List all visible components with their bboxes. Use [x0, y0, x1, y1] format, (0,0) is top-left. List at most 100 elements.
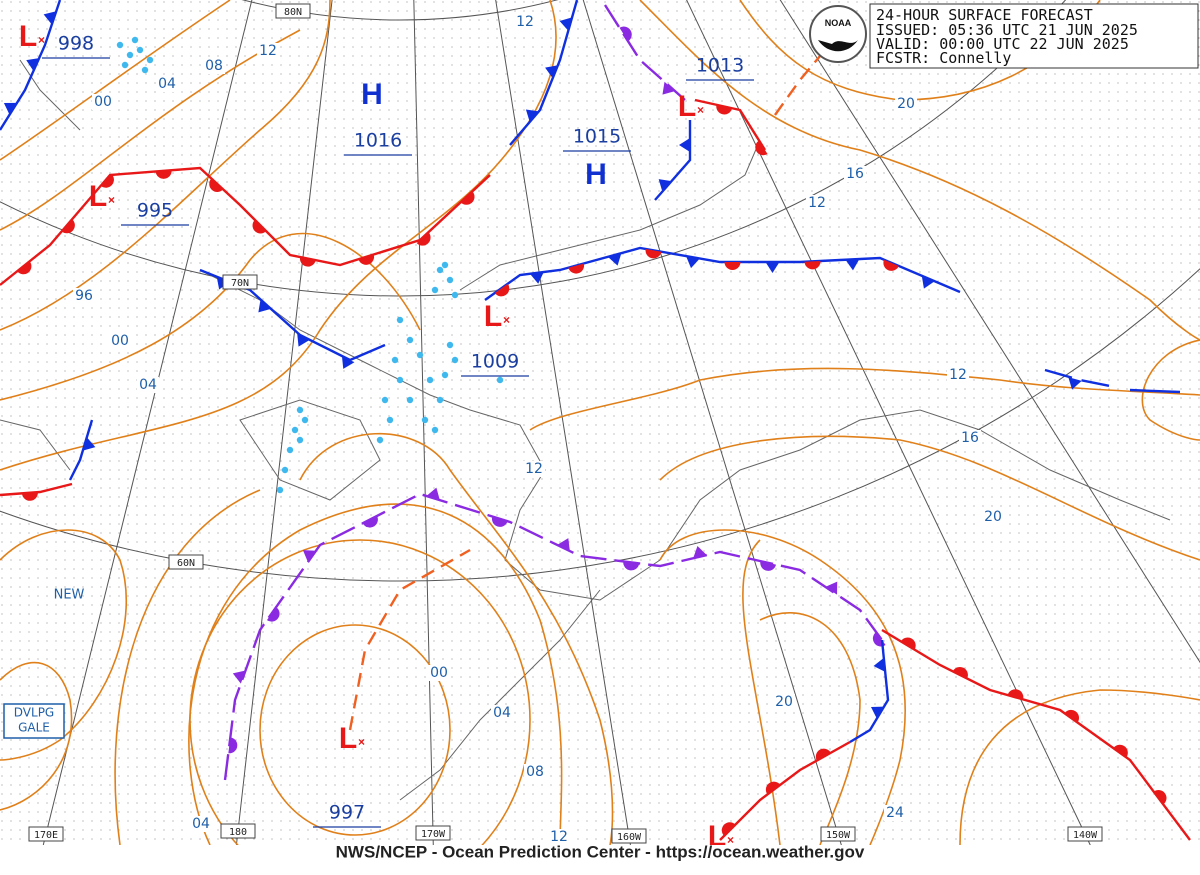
isobar-label-bg — [548, 829, 570, 845]
center-mark: × — [38, 33, 45, 47]
cold-symbol — [825, 581, 838, 595]
warm-symbol — [362, 515, 378, 528]
ice-dot — [431, 426, 439, 434]
isobar-label: 04 — [158, 76, 176, 92]
isobar-label: 12 — [525, 461, 543, 477]
front-line — [654, 120, 692, 201]
footer-band — [0, 845, 1200, 875]
warm-symbol — [815, 748, 831, 761]
ice-dot — [301, 416, 309, 424]
fronts — [0, 0, 1191, 841]
logo-bird — [818, 40, 858, 52]
logo-text: NOAA — [825, 18, 852, 28]
warm-symbol — [619, 26, 632, 42]
ice-dot — [376, 436, 384, 444]
ice-dot — [391, 356, 399, 364]
ice-dot — [496, 376, 504, 384]
isobar-label: 04 — [192, 816, 210, 832]
meridian — [495, 0, 631, 846]
warm-symbol — [760, 561, 777, 571]
ice-dot — [406, 396, 414, 404]
warm-symbol — [155, 170, 172, 179]
ice-dot — [126, 51, 134, 59]
grid-label-box — [28, 826, 64, 842]
center-pressure: 997 — [329, 802, 365, 824]
ice-dot — [431, 286, 439, 294]
cold-symbol — [529, 272, 544, 284]
isobar-label: 08 — [526, 764, 544, 780]
cold-symbol — [686, 256, 700, 269]
front-line — [1044, 368, 1111, 388]
grid-labels: 80N 70N 60N 170E 180 170W 160W 150W 140W — [28, 3, 1103, 844]
cold-symbol — [341, 355, 355, 369]
warm-symbol — [623, 561, 640, 571]
front-line — [774, 49, 826, 116]
parallel — [0, 267, 1200, 582]
center-mark: × — [503, 313, 510, 327]
cold-symbol — [525, 109, 539, 122]
isobar-label-bg — [947, 367, 969, 383]
front-line — [0, 482, 73, 497]
warm-symbol — [460, 191, 475, 205]
header-box: 24-HOUR SURFACE FORECAST ISSUED: 05:36 U… — [869, 3, 1199, 69]
warm-symbol — [900, 637, 916, 650]
cold-symbol — [545, 65, 558, 79]
isobar-label-bg — [514, 14, 536, 30]
grid-label-box — [220, 823, 256, 839]
warm-symbol — [494, 283, 510, 297]
ice-dot — [116, 41, 124, 49]
parallel — [242, 0, 558, 21]
warm-symbol — [1007, 689, 1024, 700]
isobar-label-bg — [844, 166, 866, 182]
ice-dot — [441, 371, 449, 379]
noaa-logo: NOAA — [809, 5, 867, 63]
isobar-label-bg — [92, 94, 114, 110]
center-mark: × — [358, 735, 365, 749]
ice-dot — [451, 356, 459, 364]
ice-dot — [451, 291, 459, 299]
isobar-label: 08 — [205, 58, 223, 74]
isobar-label-bg — [982, 509, 1004, 525]
meridian — [235, 0, 333, 846]
isobar-label: 20 — [897, 96, 915, 112]
ice-dot — [396, 376, 404, 384]
center-pressure: 1016 — [354, 130, 402, 152]
center-symbol: L — [708, 820, 726, 853]
center-symbol: L — [484, 300, 502, 333]
isobar-label: 16 — [846, 166, 864, 182]
isobar-label: 12 — [808, 195, 826, 211]
ice-dot — [416, 351, 424, 359]
center-pressure: 1013 — [696, 55, 744, 77]
grid-label-box — [611, 828, 647, 844]
isobar-label: 04 — [139, 377, 157, 393]
isobar-label-bg — [73, 288, 95, 304]
warning-line: GALE — [18, 721, 50, 735]
isobar-label-bg — [203, 58, 225, 74]
front-line — [223, 492, 883, 781]
isobar-label: 20 — [984, 509, 1002, 525]
ice-dot — [276, 486, 284, 494]
cold-symbol — [426, 487, 440, 501]
cold-symbol — [873, 657, 886, 672]
meridian — [413, 0, 434, 846]
warm-symbol — [491, 516, 508, 527]
warning-line: DVLPG — [14, 706, 54, 720]
warm-symbol — [299, 257, 316, 267]
warm-symbol — [804, 260, 821, 270]
warm-symbol — [100, 173, 114, 188]
meridian — [42, 0, 253, 846]
isobar-label: 16 — [961, 430, 979, 446]
cold-symbol — [232, 670, 246, 684]
ice-dot — [426, 376, 434, 384]
warm-symbol — [228, 737, 238, 754]
isobar-label-bg — [190, 816, 212, 832]
isobar-label-bg — [773, 694, 795, 710]
front-line — [348, 548, 471, 731]
warning-box: DVLPG GALE — [3, 703, 65, 739]
center-pressure: 1009 — [471, 351, 519, 373]
meridian — [582, 0, 842, 846]
cold-symbol — [557, 538, 570, 552]
annotation: NEW — [54, 588, 85, 603]
isobar-label: 24 — [886, 805, 904, 821]
